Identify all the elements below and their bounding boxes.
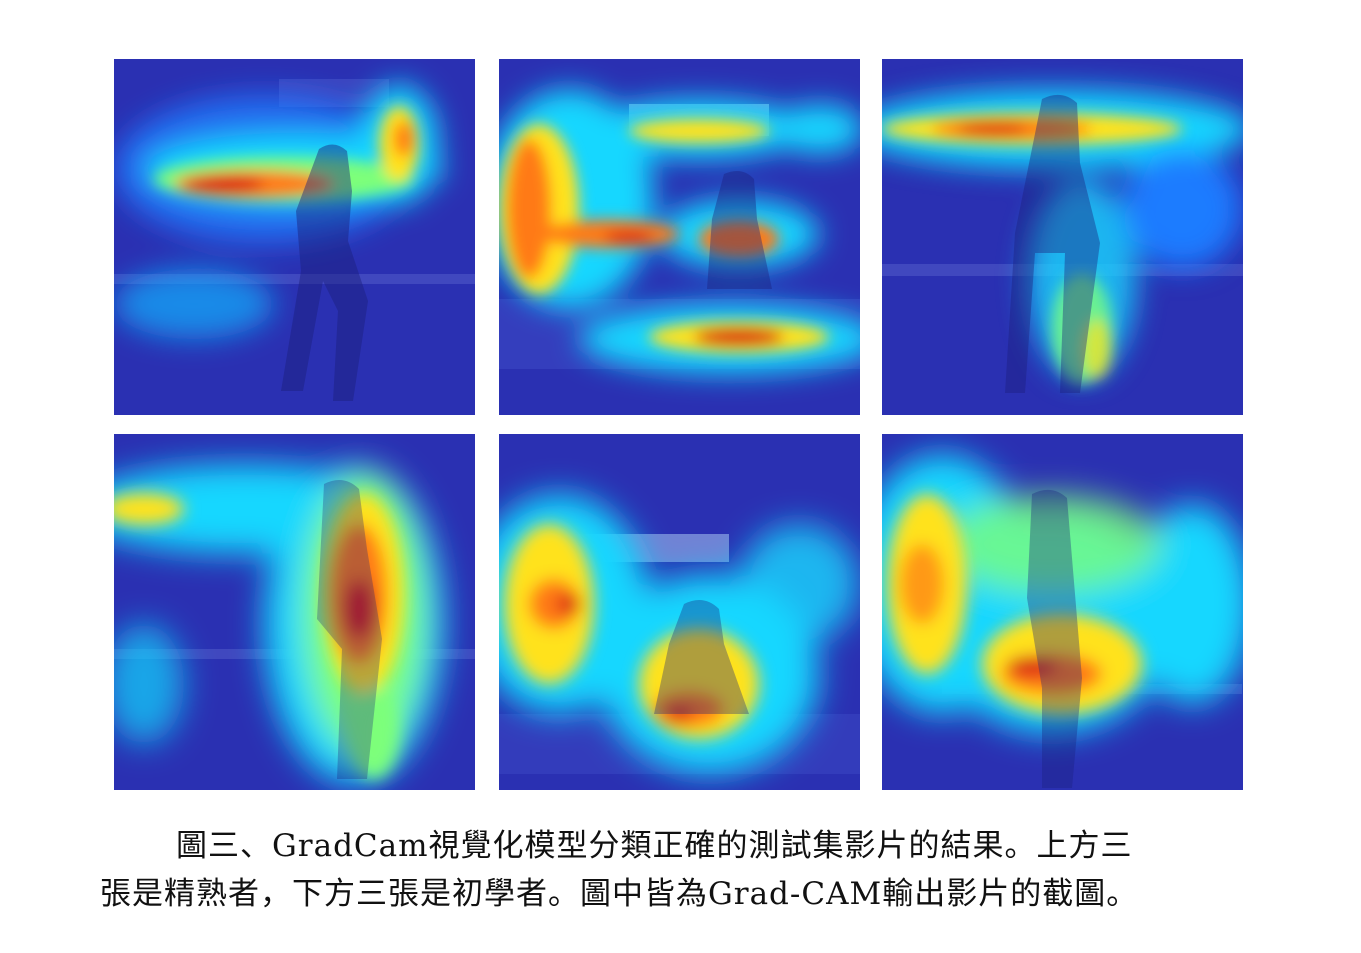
gradcam-panel-beginner-2: [499, 434, 860, 790]
heatmap-image: [114, 434, 475, 790]
heatmap-image: [882, 434, 1243, 790]
caption-line-1: 圖三、GradCam視覺化模型分類正確的測試集影片的結果。上方三: [176, 828, 1133, 864]
heatmap-image: [499, 59, 860, 415]
gradcam-panel-beginner-1: [114, 434, 475, 790]
heatmap-image: [114, 59, 475, 415]
figure-caption: 圖三、GradCam視覺化模型分類正確的測試集影片的結果。上方三 張是精熟者，下…: [100, 822, 1270, 918]
caption-line-2: 張是精熟者，下方三張是初學者。圖中皆為Grad-CAM輸出影片的截圖。: [100, 876, 1139, 912]
gradcam-panel-beginner-3: [882, 434, 1243, 790]
heatmap-image: [882, 59, 1243, 415]
gradcam-panel-expert-2: [499, 59, 860, 415]
gradcam-panel-expert-3: [882, 59, 1243, 415]
gradcam-panel-expert-1: [114, 59, 475, 415]
heatmap-image: [499, 434, 860, 790]
